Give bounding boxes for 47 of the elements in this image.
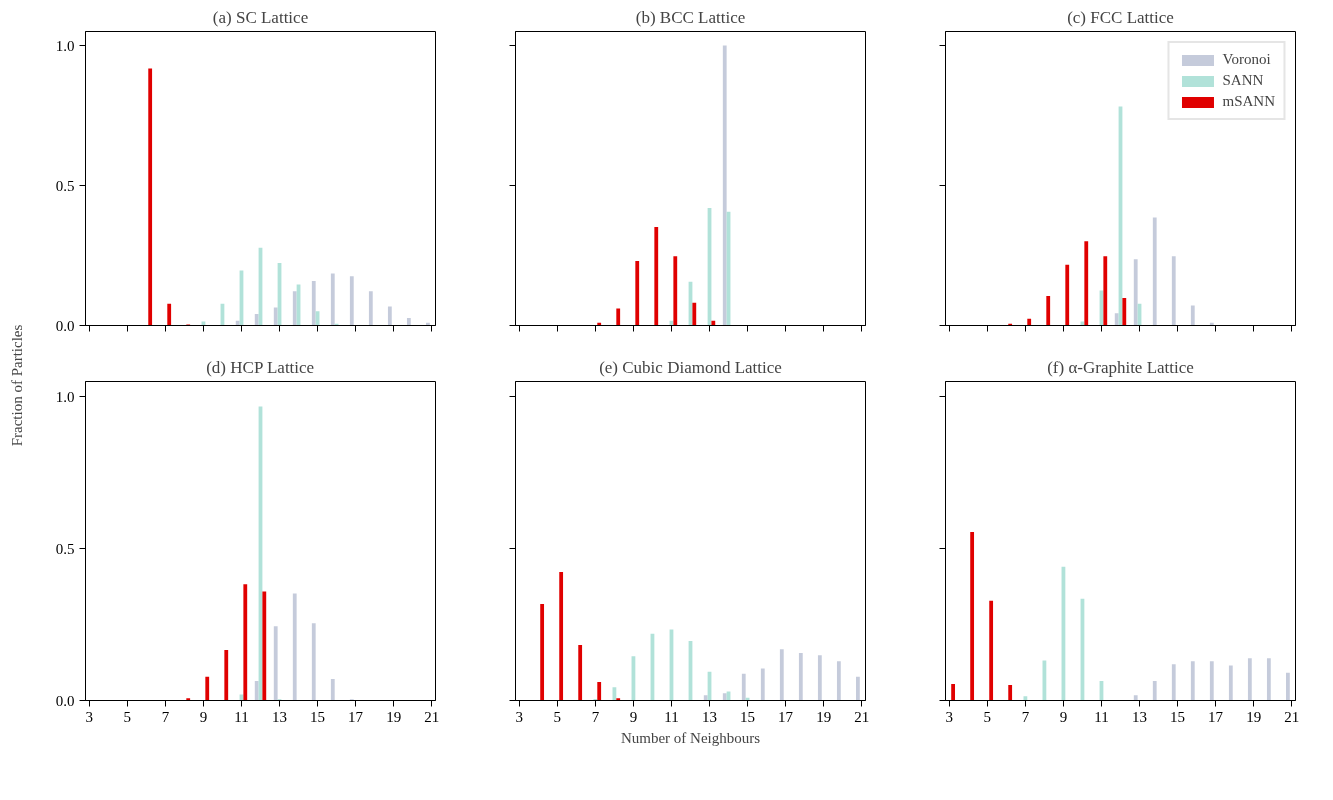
x-tick-label: 11 <box>664 708 679 725</box>
y-axis-title: Fraction of Particles <box>9 324 25 447</box>
x-tick-label: 19 <box>1246 708 1262 725</box>
x-tick-label: 3 <box>515 708 524 725</box>
x-tick-label: 3 <box>85 708 94 725</box>
x-tick-label: 5 <box>123 708 132 725</box>
x-tick-label: 21 <box>854 708 870 725</box>
legend-label: mSANN <box>1222 93 1275 110</box>
y-tick-label: 0.0 <box>55 317 75 334</box>
x-tick-label: 15 <box>740 708 756 725</box>
x-tick-label: 15 <box>310 708 326 725</box>
chart-title: (b) BCC Lattice <box>635 7 746 27</box>
x-tick-label: 7 <box>1021 708 1030 725</box>
chart-title: (e) Cubic Diamond Lattice <box>599 357 782 377</box>
y-tick-label: 0.5 <box>55 177 75 194</box>
x-tick-label: 17 <box>778 708 794 725</box>
x-tick-label: 9 <box>199 708 208 725</box>
chart-title: (f) α-Graphite Lattice <box>1047 357 1194 377</box>
x-tick-label: 9 <box>1059 708 1068 725</box>
legend-label: Voronoi <box>1222 51 1271 68</box>
x-tick-label: 15 <box>1170 708 1186 725</box>
y-tick-label: 1.0 <box>55 388 75 405</box>
x-tick-label: 11 <box>1094 708 1109 725</box>
x-axis-title: Number of Neighbours <box>620 729 761 746</box>
chart-title: (d) HCP Lattice <box>206 357 315 377</box>
x-tick-label: 9 <box>629 708 638 725</box>
x-tick-label: 21 <box>1284 708 1300 725</box>
x-tick-label: 13 <box>1132 708 1148 725</box>
x-tick-label: 13 <box>702 708 718 725</box>
legend-label: SANN <box>1222 72 1264 89</box>
x-tick-label: 17 <box>348 708 364 725</box>
x-tick-label: 5 <box>553 708 562 725</box>
x-tick-label: 17 <box>1208 708 1224 725</box>
x-tick-label: 11 <box>234 708 249 725</box>
x-tick-label: 3 <box>945 708 954 725</box>
chart-title: (c) FCC Lattice <box>1067 7 1174 27</box>
x-tick-label: 7 <box>591 708 600 725</box>
y-tick-label: 0.5 <box>55 540 75 557</box>
x-tick-label: 7 <box>161 708 170 725</box>
chart-title: (a) SC Lattice <box>212 7 309 27</box>
x-tick-label: 19 <box>816 708 832 725</box>
x-tick-label: 13 <box>272 708 288 725</box>
x-tick-label: 19 <box>386 708 402 725</box>
x-tick-label: 5 <box>983 708 992 725</box>
x-tick-label: 21 <box>424 708 440 725</box>
y-tick-label: 0.0 <box>55 692 75 709</box>
y-tick-label: 1.0 <box>55 37 75 54</box>
